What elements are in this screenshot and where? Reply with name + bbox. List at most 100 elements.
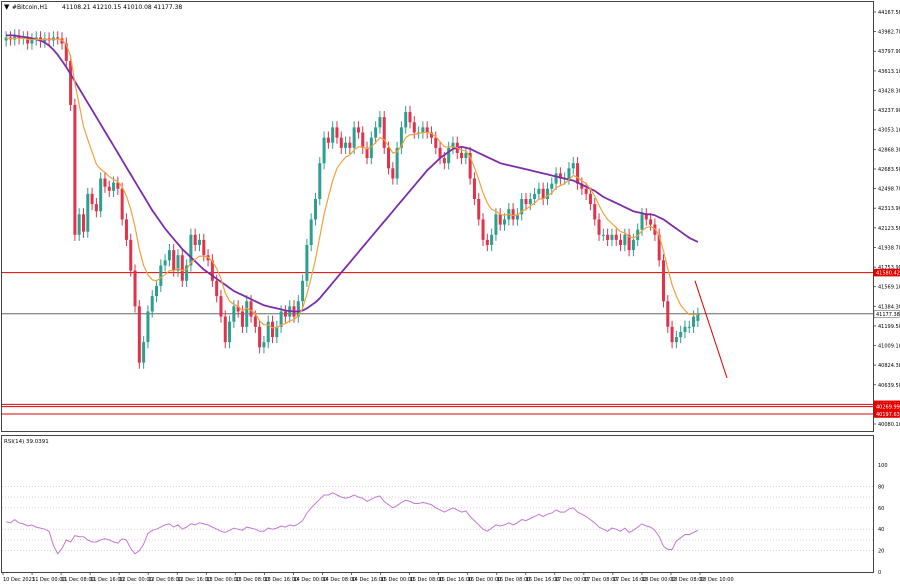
candle-body <box>26 37 30 44</box>
candle-body <box>404 112 408 128</box>
price-pane <box>1 1 874 432</box>
candle-body <box>606 234 610 240</box>
candle-body <box>657 234 661 261</box>
candle-body <box>296 301 300 317</box>
rsi-tick-label: 60 <box>878 506 884 512</box>
candle-body <box>356 127 360 133</box>
candle-body <box>687 326 691 328</box>
time-tick-label: 15 Dec 08:00 <box>410 577 444 583</box>
candle-body <box>515 214 519 220</box>
candle-body <box>301 280 305 302</box>
candle-body <box>421 127 425 133</box>
candle-body <box>210 260 214 281</box>
candle-body <box>391 168 395 179</box>
candle-body <box>73 104 77 235</box>
time-tick-label: 16 Dec 16:00 <box>526 577 560 583</box>
candle-body <box>387 147 391 169</box>
time-tick-label: 15 Dec 00:00 <box>381 577 415 583</box>
projection-arrow[interactable] <box>694 280 728 379</box>
rsi-line <box>5 492 699 555</box>
candle-body <box>133 270 137 307</box>
price-tick-label: 43428.30 <box>878 88 900 94</box>
candle-body <box>176 255 180 271</box>
price-tick-label: 41199.50 <box>878 324 900 330</box>
rsi-tick-label: 0 <box>878 570 881 576</box>
candle-body <box>99 178 103 212</box>
candle-body <box>434 137 438 148</box>
candle-body <box>116 182 120 189</box>
candle-body <box>610 234 614 240</box>
candle-body <box>399 127 403 148</box>
time-tick-label: 11 Dec 00:00 <box>32 577 66 583</box>
candle-body <box>494 214 498 235</box>
time-tick-label: 11 Dec 16:00 <box>90 577 124 583</box>
time-tick-label: 10 Dec 2023 <box>3 577 35 583</box>
candle-body <box>189 234 193 266</box>
candle-body <box>597 219 601 235</box>
candle-body <box>120 188 124 220</box>
candle-body <box>442 158 446 164</box>
time-tick-label: 16 Dec 00:00 <box>468 577 502 583</box>
candle-body <box>129 239 133 271</box>
candle-body <box>245 301 249 327</box>
candle-body <box>692 316 696 327</box>
candle-body <box>163 260 167 266</box>
candle-body <box>180 255 184 281</box>
candle-body <box>77 214 81 235</box>
candle-body <box>571 163 575 169</box>
candle-body <box>81 214 85 232</box>
candle-body <box>352 127 356 148</box>
candle-body <box>472 178 476 199</box>
candle-body <box>266 321 270 343</box>
candle-body <box>262 342 266 348</box>
candle-body <box>339 137 343 148</box>
candle-body <box>490 234 494 246</box>
candle-body <box>313 198 317 220</box>
candle-body <box>232 306 236 322</box>
time-tick-label: 17 Dec 16:00 <box>613 577 647 583</box>
candle-body <box>554 173 558 184</box>
candle-body <box>94 204 98 212</box>
price-tick-label: 40639.50 <box>878 383 900 389</box>
candle-body <box>533 193 537 199</box>
candle-body <box>425 127 429 133</box>
price-tick-label: 42868.30 <box>878 147 900 153</box>
candle-body <box>537 188 541 194</box>
candle-body <box>64 43 68 61</box>
candle-body <box>631 239 635 251</box>
price-tag-label: 41580.42 <box>876 271 900 277</box>
candle-body <box>150 296 154 312</box>
candle-body <box>142 342 146 363</box>
time-tick-label: 13 Dec 00:00 <box>206 577 240 583</box>
candle-body <box>240 311 244 327</box>
candle-body <box>253 316 257 327</box>
price-tag-box <box>873 402 900 411</box>
symbol-menu-icon[interactable]: ▼ <box>4 3 10 11</box>
candle-body <box>365 147 369 159</box>
candle-body <box>460 152 464 159</box>
candle-body <box>43 38 47 42</box>
candle-body <box>56 37 60 39</box>
rsi-tick-label: 40 <box>878 527 884 533</box>
candle-body <box>279 311 283 327</box>
candle-body <box>167 250 171 261</box>
time-tick-label: 18 Dec 00:00 <box>642 577 676 583</box>
price-tick-label: 40080.10 <box>878 422 900 428</box>
candle-body <box>344 142 348 148</box>
candle-body <box>696 313 700 321</box>
price-tick-label: 41938.70 <box>878 245 900 251</box>
candle-body <box>545 188 549 199</box>
rsi-tick-label: 80 <box>878 484 884 490</box>
candle-body <box>283 311 287 317</box>
price-tag-box <box>873 410 900 418</box>
time-tick-label: 11 Dec 08:00 <box>61 577 95 583</box>
time-tick-label: 15 Dec 16:00 <box>439 577 473 583</box>
candle-body <box>395 147 399 179</box>
candle-body <box>219 296 223 317</box>
candle-body <box>584 188 588 194</box>
candle-body <box>683 326 687 332</box>
candle-body <box>580 183 584 189</box>
price-tick-label: 43982.70 <box>878 30 900 36</box>
